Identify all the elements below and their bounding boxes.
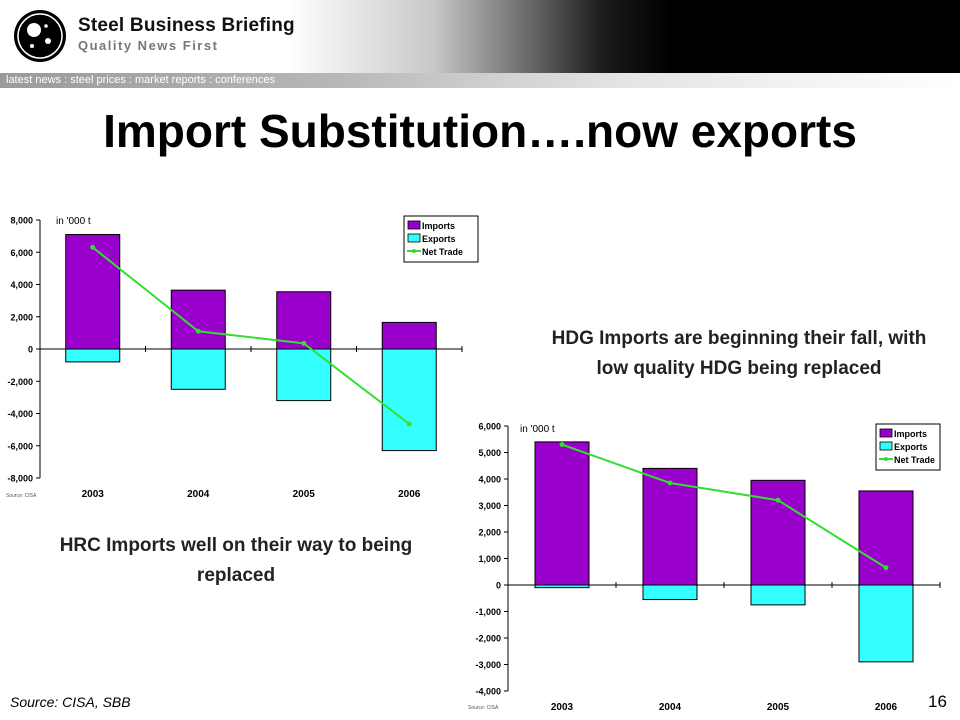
chart0-legend-label: Imports (422, 221, 455, 231)
chart0-legend-label: Exports (422, 234, 456, 244)
chart1-bar-imports-2005 (750, 479, 806, 586)
chart1-bar-exports-2003 (534, 584, 590, 589)
chart0-bar-imports-2003 (65, 234, 121, 350)
chart1-net-trade-point-2005 (775, 497, 781, 503)
page-number: 16 (928, 692, 947, 711)
chart1-category-label: 2006 (875, 702, 898, 713)
page-title: Import Substitution….now exports (103, 105, 857, 157)
chart1-ytick-label: -4,000 (475, 687, 501, 697)
chart0-source-note: Source: CISA (6, 493, 37, 499)
chart0-ytick-label: -2,000 (7, 377, 33, 387)
chart1-legend-label: Imports (894, 429, 927, 439)
chart1-bar-exports-2005 (750, 584, 806, 606)
brand-name: Steel Business Briefing (78, 15, 295, 36)
chart1-net-trade-point-2004 (667, 480, 673, 486)
chart1-source-note: Source: CISA (468, 705, 499, 711)
chart1-ytick-label: -3,000 (475, 660, 501, 670)
source-note: Source: CISA, SBB (10, 694, 131, 710)
chart0-category-label: 2005 (293, 489, 316, 500)
chart0-ytick-label: -6,000 (7, 441, 33, 451)
chart0-legend-label: Net Trade (422, 247, 463, 257)
chart0-unit-label: in '000 t (56, 216, 91, 227)
chart0-legend-swatch-net-trade-marker (412, 249, 416, 253)
chart1-legend-swatch-exports (879, 441, 893, 451)
nav-bar (0, 73, 960, 88)
chart1-ytick-label: 3,000 (478, 501, 501, 511)
chart1-category-label: 2004 (659, 702, 682, 713)
chart1-net-trade-point-2003 (559, 442, 565, 448)
hrc-caption: HRC Imports well on their way to being r… (59, 535, 413, 586)
chart0-category-label: 2004 (187, 489, 210, 500)
chart1-ytick-label: 6,000 (478, 422, 501, 432)
chart0-net-trade-point-2005 (301, 340, 307, 346)
chart1-bar-exports-2004 (642, 584, 698, 601)
chart1-legend-swatch-imports (879, 428, 893, 438)
sbb-logo-icon (14, 10, 66, 62)
chart0-bar-imports-2005 (276, 291, 332, 350)
chart1-category-label: 2005 (767, 702, 790, 713)
chart0-ytick-label: 6,000 (10, 248, 33, 258)
header-banner (0, 0, 960, 73)
chart1-bar-imports-2006 (858, 490, 914, 586)
chart0-legend-swatch-exports (407, 233, 421, 243)
chart1-net-trade-point-2006 (883, 565, 889, 571)
chart0-ytick-label: 4,000 (10, 280, 33, 290)
chart0-ytick-label: -4,000 (7, 409, 33, 419)
chart0-ytick-label: 2,000 (10, 312, 33, 322)
chart1-legend-swatch-net-trade-marker (884, 457, 888, 461)
chart0-ytick-label: -8,000 (7, 474, 33, 484)
chart0-category-label: 2006 (398, 489, 421, 500)
chart0-net-trade-line (92, 246, 410, 425)
chart1-ytick-label: 5,000 (478, 448, 501, 458)
chart0-bar-exports-2006 (381, 348, 437, 452)
chart1-category-label: 2003 (551, 702, 574, 713)
hdg-caption: HDG Imports are beginning their fall, wi… (551, 328, 927, 379)
chart0-net-trade-point-2006 (406, 421, 412, 427)
chart1-bar-imports-2004 (642, 467, 698, 586)
chart1-bar-imports-2003 (534, 441, 590, 586)
chart0-ytick-label: 0 (28, 345, 33, 355)
chart0-bar-imports-2006 (381, 321, 437, 350)
chart0-legend-swatch-imports (407, 220, 421, 230)
chart1-ytick-label: 0 (496, 581, 501, 591)
chart0-bar-imports-2004 (170, 289, 226, 350)
chart1-legend-label: Exports (894, 442, 928, 452)
brand-tagline: Quality News First (78, 38, 219, 53)
chart1-ytick-label: 4,000 (478, 475, 501, 485)
chart1-legend-label: Net Trade (894, 455, 935, 465)
nav-links[interactable]: latest news : steel prices : market repo… (6, 74, 276, 86)
chart1-unit-label: in '000 t (520, 424, 555, 435)
chart0-bar-exports-2003 (65, 348, 121, 363)
chart0-net-trade-point-2004 (195, 328, 201, 334)
chart1-ytick-label: 2,000 (478, 528, 501, 538)
chart1-net-trade-line (561, 443, 887, 569)
chart1-ytick-label: -1,000 (475, 607, 501, 617)
chart0-net-trade-point-2003 (90, 244, 96, 250)
chart0-ytick-label: 8,000 (10, 216, 33, 226)
chart1-ytick-label: 1,000 (478, 554, 501, 564)
chart1-ytick-label: -2,000 (475, 634, 501, 644)
chart0-bar-exports-2004 (170, 348, 226, 390)
chart1-bar-exports-2006 (858, 584, 914, 663)
chart0-category-label: 2003 (82, 489, 105, 500)
